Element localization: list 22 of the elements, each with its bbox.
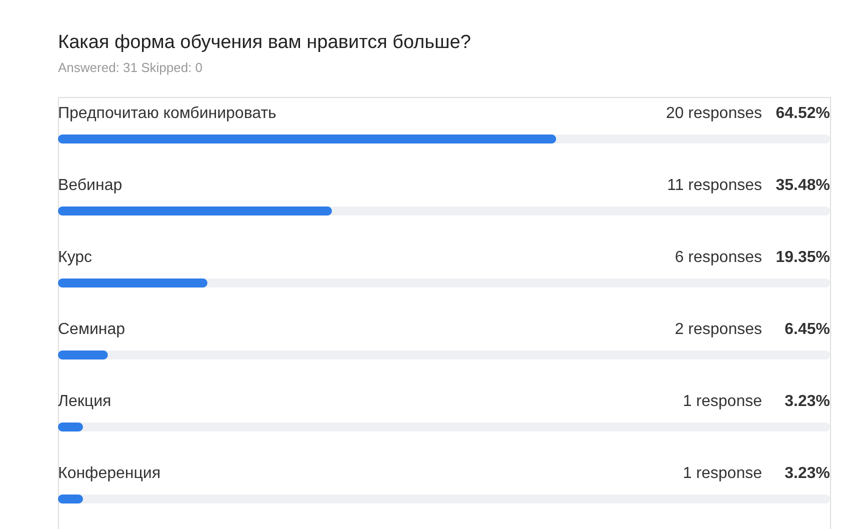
chart-title: Какая форма обучения вам нравится больше? xyxy=(58,32,471,53)
y-tick-label: Курс xyxy=(58,249,92,266)
chart-subtitle: Answered: 31 Skipped: 0 xyxy=(58,60,203,75)
data-label: 35.48% xyxy=(776,177,830,194)
annotation: 1 response xyxy=(682,465,762,482)
y-tick-label: Предпочитаю комбинировать xyxy=(58,105,276,122)
annotation: 6 responses xyxy=(674,249,762,266)
bar xyxy=(58,278,208,288)
annotation: 1 response xyxy=(682,393,762,410)
data-label: 64.52% xyxy=(776,105,830,122)
data-label: 19.35% xyxy=(776,249,830,266)
data-label: 3.23% xyxy=(784,465,830,482)
y-tick-label: Вебинар xyxy=(58,177,122,194)
y-tick-label: Конференция xyxy=(58,465,161,482)
y-tick-label: Лекция xyxy=(58,393,112,410)
y-tick-label: Семинар xyxy=(58,321,126,338)
data-label: 6.45% xyxy=(784,321,830,338)
annotation: 2 responses xyxy=(674,321,762,338)
bar xyxy=(58,350,108,360)
annotation: 11 responses xyxy=(667,177,762,194)
data-label: 3.23% xyxy=(784,393,830,410)
annotation: 20 responses xyxy=(666,105,762,122)
